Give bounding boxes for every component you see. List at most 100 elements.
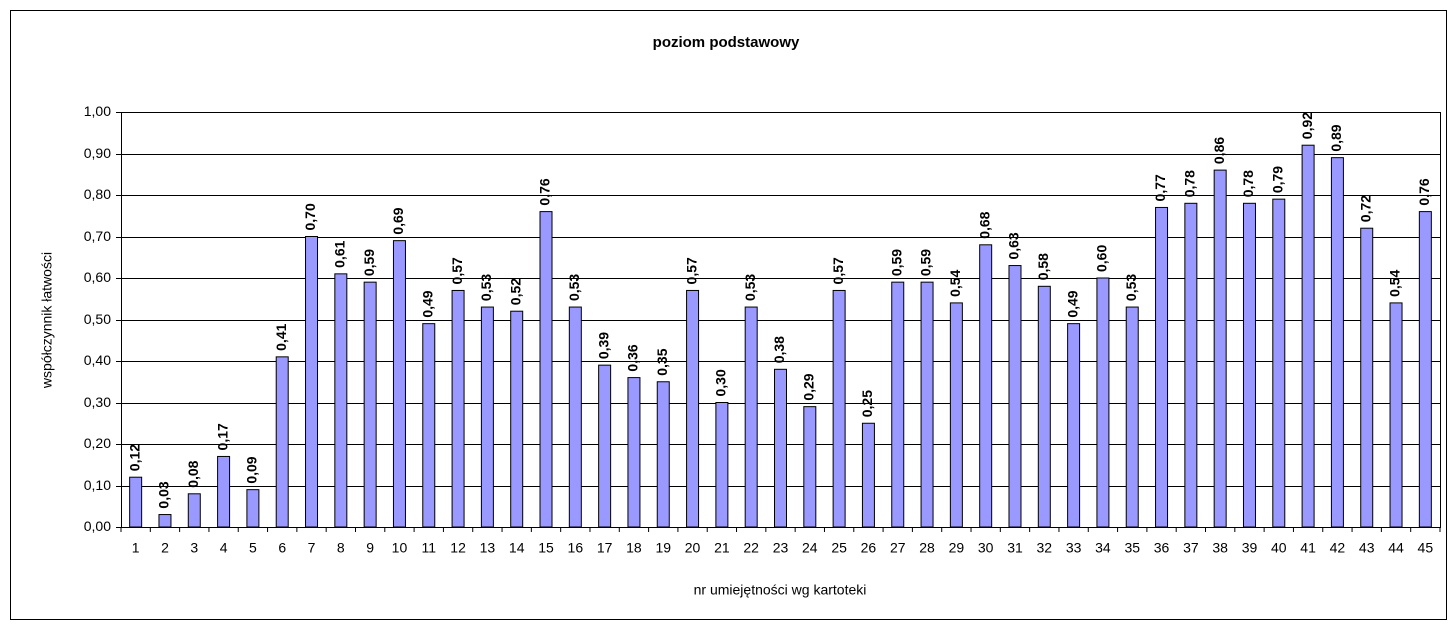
bar xyxy=(803,406,817,528)
value-label: 0,57 xyxy=(449,257,465,284)
bar xyxy=(627,377,641,528)
value-label: 0,29 xyxy=(801,373,817,400)
x-tick-label: 7 xyxy=(308,540,316,556)
bar xyxy=(305,236,319,528)
value-label: 0,12 xyxy=(126,444,142,471)
value-label: 0,03 xyxy=(156,481,172,508)
x-tick-label: 42 xyxy=(1330,540,1346,556)
value-label: 0,57 xyxy=(830,257,846,284)
plot-area xyxy=(121,112,1441,528)
value-label: 0,25 xyxy=(859,390,875,417)
value-label: 0,54 xyxy=(947,269,963,296)
x-tick-label: 13 xyxy=(480,540,496,556)
bar xyxy=(1096,277,1110,528)
bar xyxy=(656,381,670,528)
x-tick-label: 14 xyxy=(509,540,525,556)
value-label: 0,30 xyxy=(713,369,729,396)
bar xyxy=(715,402,729,528)
value-label: 0,36 xyxy=(625,344,641,371)
bar xyxy=(774,368,787,528)
value-label: 0,76 xyxy=(1416,178,1432,205)
value-label: 0,39 xyxy=(595,332,611,359)
value-label: 0,69 xyxy=(390,207,406,234)
bar xyxy=(1272,198,1286,528)
x-tick-label: 36 xyxy=(1154,540,1170,556)
x-tick-label: 33 xyxy=(1066,540,1082,556)
y-tick-label: 0,80 xyxy=(84,186,111,202)
value-label: 0,86 xyxy=(1211,137,1227,164)
bar xyxy=(158,514,172,528)
bar xyxy=(334,273,348,528)
bar xyxy=(363,281,377,528)
bar xyxy=(1360,227,1374,528)
value-label: 0,89 xyxy=(1328,124,1344,151)
bar xyxy=(1418,211,1432,528)
bar xyxy=(451,289,465,528)
x-tick-label: 23 xyxy=(773,540,789,556)
bar xyxy=(129,476,143,528)
value-label: 0,08 xyxy=(185,460,201,487)
x-tick-label: 3 xyxy=(190,540,198,556)
x-tick-label: 34 xyxy=(1095,540,1111,556)
bar xyxy=(861,422,875,528)
bar xyxy=(422,323,436,528)
chart-border xyxy=(10,10,1447,620)
x-tick-label: 21 xyxy=(714,540,730,556)
x-tick-label: 24 xyxy=(802,540,818,556)
bar xyxy=(1067,323,1081,528)
value-label: 0,58 xyxy=(1035,253,1051,280)
bar xyxy=(598,364,612,528)
x-tick-label: 9 xyxy=(366,540,374,556)
bar xyxy=(1184,202,1198,528)
bar xyxy=(920,281,934,528)
x-tick-label: 41 xyxy=(1300,540,1316,556)
y-tick-label: 0,10 xyxy=(84,477,111,493)
value-label: 0,59 xyxy=(888,249,904,276)
value-label: 0,59 xyxy=(361,249,377,276)
bar xyxy=(568,306,582,528)
y-tick-label: 0,60 xyxy=(84,269,111,285)
value-label: 0,49 xyxy=(419,290,435,317)
x-tick-label: 40 xyxy=(1271,540,1287,556)
x-tick-label: 30 xyxy=(978,540,994,556)
bar xyxy=(1301,144,1315,528)
bar xyxy=(832,289,846,528)
x-tick-label: 20 xyxy=(685,540,701,556)
bar xyxy=(949,302,963,528)
x-tick-label: 37 xyxy=(1183,540,1199,556)
value-label: 0,78 xyxy=(1240,170,1256,197)
value-label: 0,63 xyxy=(1006,232,1022,259)
bar xyxy=(1242,202,1256,528)
value-label: 0,60 xyxy=(1094,245,1110,272)
x-tick-label: 1 xyxy=(132,540,140,556)
value-label: 0,78 xyxy=(1182,170,1198,197)
value-label: 0,92 xyxy=(1299,112,1315,139)
value-label: 0,68 xyxy=(976,211,992,238)
y-axis-label: współczynnik łatwości xyxy=(39,252,55,389)
chart-title: poziom podstawowy xyxy=(653,34,800,51)
x-tick-label: 16 xyxy=(568,540,584,556)
bar xyxy=(1155,206,1169,528)
x-tick-label: 35 xyxy=(1124,540,1140,556)
x-tick-label: 44 xyxy=(1388,540,1404,556)
value-label: 0,59 xyxy=(918,249,934,276)
y-tick-label: 0,40 xyxy=(84,352,111,368)
x-tick-label: 19 xyxy=(655,540,671,556)
x-tick-label: 22 xyxy=(743,540,759,556)
value-label: 0,76 xyxy=(537,178,553,205)
y-tick-label: 0,70 xyxy=(84,228,111,244)
x-tick-label: 29 xyxy=(949,540,965,556)
x-tick-label: 18 xyxy=(626,540,642,556)
x-tick-label: 28 xyxy=(919,540,935,556)
x-tick-label: 27 xyxy=(890,540,906,556)
x-tick-label: 8 xyxy=(337,540,345,556)
bar xyxy=(539,211,553,528)
x-tick-label: 11 xyxy=(421,540,436,556)
y-tick-label: 0,50 xyxy=(84,311,111,327)
y-tick-label: 0,00 xyxy=(84,518,111,534)
value-label: 0,17 xyxy=(214,423,230,450)
value-label: 0,57 xyxy=(683,257,699,284)
value-label: 0,52 xyxy=(507,278,523,305)
bar xyxy=(1213,169,1227,528)
